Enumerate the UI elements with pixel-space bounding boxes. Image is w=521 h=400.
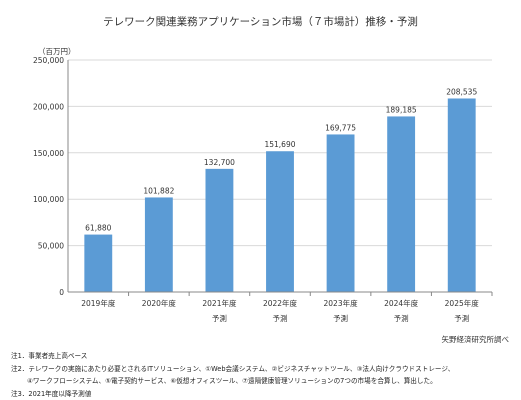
x-tick-sublabel: 予測	[454, 313, 469, 323]
y-tick-label: 0	[59, 288, 64, 297]
bar-value-label: 169,775	[325, 123, 356, 132]
x-tick-sublabel: 予測	[394, 313, 409, 323]
chart-title: テレワーク関連業務アプリケーション市場（７市場計）推移・予測	[103, 16, 418, 28]
x-tick-label: 2025年度	[445, 298, 480, 308]
x-tick-label: 2023年度	[324, 298, 359, 308]
bar-value-label: 101,882	[143, 186, 174, 195]
x-tick-sublabel: 予測	[212, 313, 227, 323]
x-tick-sublabel: 予測	[273, 313, 288, 323]
footnote-3: ④ワークフローシステム、⑤電子契約サービス、⑥仮想オフィスツール、⑦遠隔健康管理…	[27, 377, 437, 385]
y-tick-label: 150,000	[33, 149, 64, 158]
y-tick-label: 100,000	[33, 195, 64, 204]
footnote-2: 注2．テレワークの実施にあたり必要とされるITソリューション、①Web会議システ…	[11, 364, 455, 373]
footnote-4: 注3．2021年度以降予測値	[11, 389, 92, 398]
bar	[447, 98, 476, 292]
bar	[266, 151, 294, 292]
bars	[84, 98, 476, 293]
bar-value-label: 189,185	[386, 105, 417, 114]
footnote-1: 注1．事業者売上高ベース	[11, 352, 88, 360]
y-axis-unit-label: （百万円）	[38, 47, 76, 56]
y-tick-label: 200,000	[33, 102, 64, 111]
y-tick-label: 250,000	[33, 56, 64, 65]
axes: 0 50,000 100,000 150,000 200,000 250,000 2019年…	[33, 56, 493, 323]
x-tick-label: 2020年度	[142, 298, 177, 308]
x-tick-label: 2021年度	[202, 298, 237, 308]
bar-value-label: 132,700	[204, 158, 235, 167]
x-tick-label: 2019年度	[81, 298, 116, 308]
bar-value-label: 151,690	[264, 140, 295, 149]
footnotes: 注1．事業者売上高ベース 注2．テレワークの実施にあたり必要とされるITソリュー…	[11, 350, 454, 400]
data-labels: 61,880 101,882 132,700 151,690 169,775 189,18…	[85, 87, 477, 232]
x-tick-label: 2024年度	[384, 298, 419, 308]
bar	[205, 168, 234, 292]
bar	[144, 197, 173, 292]
bar	[326, 134, 355, 292]
bar	[387, 116, 416, 293]
bar-value-label: 208,535	[446, 87, 477, 96]
bar	[84, 234, 113, 292]
source-note: 矢野経済研究所調べ	[441, 335, 510, 344]
x-tick-sublabel: 予測	[333, 313, 348, 323]
bar-value-label: 61,880	[85, 224, 111, 233]
y-tick-label: 50,000	[38, 242, 64, 251]
x-tick-label: 2022年度	[263, 298, 298, 308]
